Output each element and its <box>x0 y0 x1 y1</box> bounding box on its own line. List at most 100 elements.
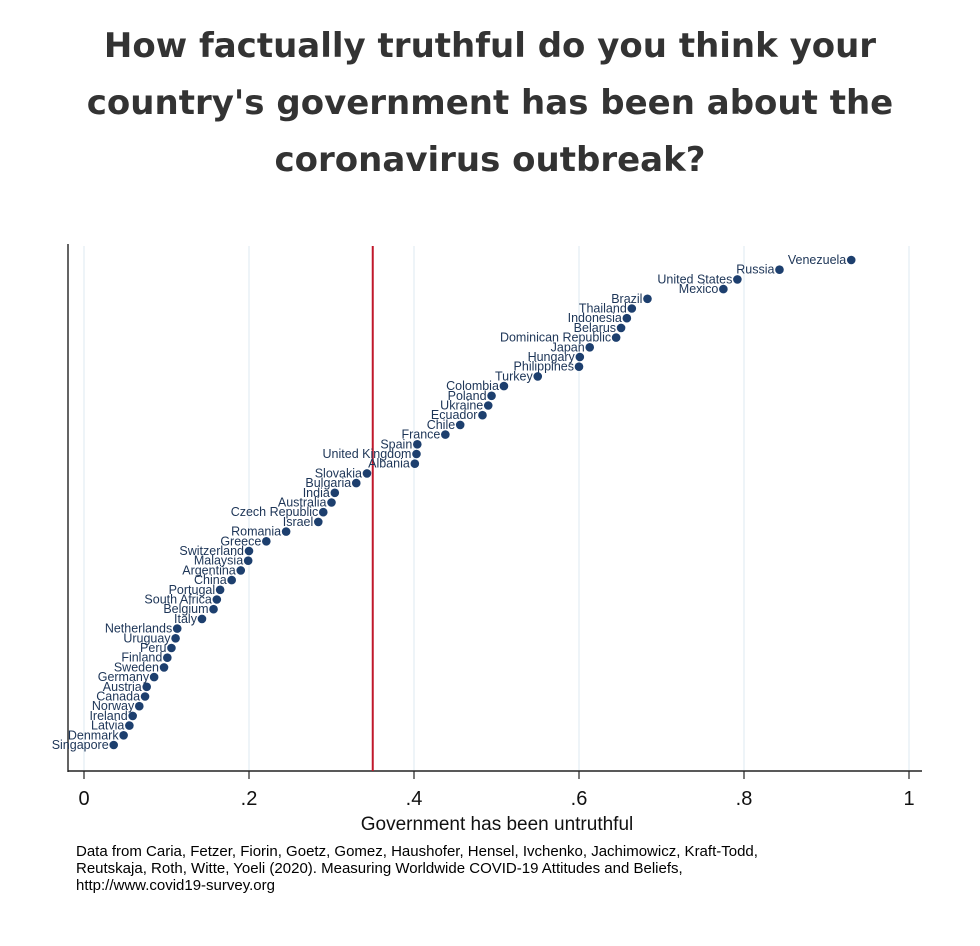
point-label: Argentina <box>182 563 236 577</box>
x-tick-label: .4 <box>406 788 423 810</box>
data-point <box>140 692 150 701</box>
point-label: Singapore <box>52 738 109 752</box>
data-point <box>134 701 144 711</box>
point-label: Poland <box>448 389 487 403</box>
data-point <box>215 585 225 595</box>
gridlines <box>83 246 910 770</box>
data-point <box>575 352 585 362</box>
data-point <box>262 537 271 546</box>
data-point <box>243 556 253 565</box>
data-point <box>142 682 151 692</box>
point-label: Ireland <box>89 709 127 723</box>
source-note-line-3: http://www.covid19-survey.org <box>76 877 275 894</box>
x-tick-label: .2 <box>241 788 258 810</box>
data-point <box>281 527 291 536</box>
data-point <box>775 265 784 275</box>
data-point <box>616 323 626 333</box>
data-point <box>318 507 328 517</box>
x-tick-label: .6 <box>571 788 588 810</box>
point-label: United States <box>657 272 732 286</box>
point-label: Uruguay <box>123 631 171 645</box>
point-label: France <box>401 428 440 442</box>
data-point <box>846 255 856 265</box>
point-label: Italy <box>174 612 198 626</box>
point-label: Spain <box>380 437 412 451</box>
point-label: Latvia <box>91 719 124 733</box>
point-label: Philippines <box>514 360 574 374</box>
x-tick-label: 1 <box>903 788 914 810</box>
point-label: Venezuela <box>788 253 846 267</box>
point-label: Sweden <box>114 660 159 674</box>
data-point <box>314 517 323 527</box>
data-point <box>499 381 509 391</box>
point-label: Dominican Republic <box>500 331 611 345</box>
data-point <box>167 643 176 653</box>
point-label: Thailand <box>579 302 627 316</box>
data-point <box>643 294 652 304</box>
data-point <box>733 275 742 284</box>
source-note-line-1: Data from Caria, Fetzer, Fiorin, Goetz, … <box>76 843 758 860</box>
data-point <box>209 604 218 614</box>
data-point <box>611 333 621 342</box>
data-point <box>351 478 361 488</box>
data-point <box>109 740 118 750</box>
point-label: Chile <box>427 418 456 432</box>
point-label: Ukraine <box>440 399 483 413</box>
data-point <box>362 469 372 478</box>
point-label: Brazil <box>611 292 642 306</box>
data-point <box>622 313 632 323</box>
point-label: Albania <box>368 457 410 471</box>
data-point <box>159 663 169 672</box>
point-label: Czech Republic <box>231 505 319 519</box>
x-tick-label: 0 <box>78 788 89 810</box>
point-label: Belarus <box>574 321 616 335</box>
point-label: Austria <box>103 680 142 694</box>
chart-title: How factually truthful do you think your… <box>86 26 894 180</box>
data-point <box>483 401 493 410</box>
point-label: Malaysia <box>194 554 243 568</box>
point-label: Colombia <box>446 379 499 393</box>
data-point <box>128 711 137 721</box>
point-label: Japan <box>551 340 585 354</box>
data-point <box>327 498 336 507</box>
data-point <box>125 721 134 730</box>
point-label: China <box>194 573 227 587</box>
data-point <box>719 284 728 294</box>
point-label: United Kingdom <box>323 447 412 461</box>
data-point <box>412 449 421 459</box>
data-point <box>478 410 487 420</box>
data-point <box>441 430 450 439</box>
data-point <box>149 672 159 682</box>
data-point <box>236 566 246 575</box>
data-point <box>227 575 236 585</box>
data-point <box>172 624 182 633</box>
data-point <box>455 420 465 430</box>
point-label: Peru <box>140 641 166 655</box>
point-label: Belgium <box>163 602 208 616</box>
data-point <box>413 440 422 449</box>
data-point <box>627 304 637 313</box>
point-label: India <box>303 486 330 500</box>
data-point <box>244 546 254 556</box>
data-point <box>212 595 222 604</box>
data-point <box>410 459 420 469</box>
data-point <box>119 731 128 740</box>
point-label: Switzerland <box>179 544 244 558</box>
point-label: Slovakia <box>315 466 362 480</box>
point-label: Mexico <box>679 282 719 296</box>
point-label: Bulgaria <box>305 476 351 490</box>
data-point <box>197 614 207 624</box>
point-label: Netherlands <box>105 622 172 636</box>
point-label: Israel <box>283 515 314 529</box>
x-tick-label: .8 <box>736 788 753 810</box>
data-point <box>574 362 584 372</box>
point-label: Finland <box>121 651 162 665</box>
data-point <box>171 634 180 643</box>
data-point <box>163 653 172 662</box>
data-point <box>585 343 595 352</box>
x-axis-label: Government has been untruthful <box>361 814 634 835</box>
data-point <box>330 488 340 498</box>
point-label: Australia <box>278 496 327 510</box>
